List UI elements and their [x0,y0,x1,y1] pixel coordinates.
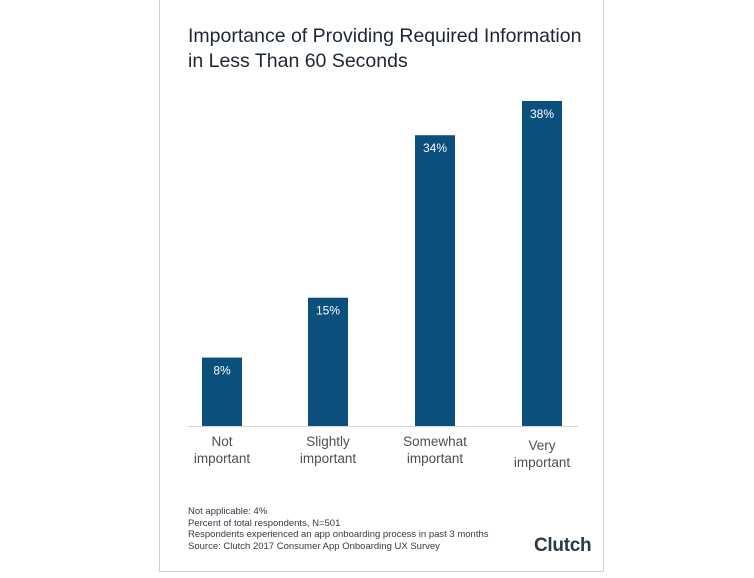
footnotes: Not applicable: 4% Percent of total resp… [188,506,489,552]
category-label-3-line-1: important [514,455,571,470]
bar-chart: 8% Not important 15% Slightly important 34% Som… [188,101,578,470]
category-label-0-line-1: important [194,451,251,466]
category-label-0-line-0: Not [211,434,232,449]
bar-value-label-2: 34% [423,141,447,155]
footnote-source: Source: Clutch 2017 Consumer App Onboard… [188,540,440,552]
bar-value-label-3: 38% [530,107,554,121]
footnote-respondents: Percent of total respondents, N=501 [188,517,341,529]
category-label-2-line-0: Somewhat [403,434,467,449]
category-label-2-line-1: important [407,451,464,466]
chart-card: Importance of Providing Required Informa… [159,0,604,572]
category-label-1-line-1: important [300,451,357,466]
chart-title: Importance of Providing Required Informa… [188,24,598,74]
category-label-3-line-0: Very [528,438,555,453]
category-label-1-line-0: Slightly [306,434,350,449]
bar-1 [308,297,348,426]
bar-0 [202,357,242,426]
footnote-not-applicable: Not applicable: 4% [188,506,268,517]
clutch-logo: Clutch [534,535,592,556]
bar-value-label-0: 8% [213,364,231,378]
footnote-condition: Respondents experienced an app onboardin… [188,529,489,541]
bar-value-label-1: 15% [316,304,340,318]
bar-3 [522,101,562,426]
chart-title-line-1: Importance of Providing Required Informa… [188,25,582,47]
bar-2 [415,135,455,427]
chart-title-line-2: in Less Than 60 Seconds [188,50,408,72]
